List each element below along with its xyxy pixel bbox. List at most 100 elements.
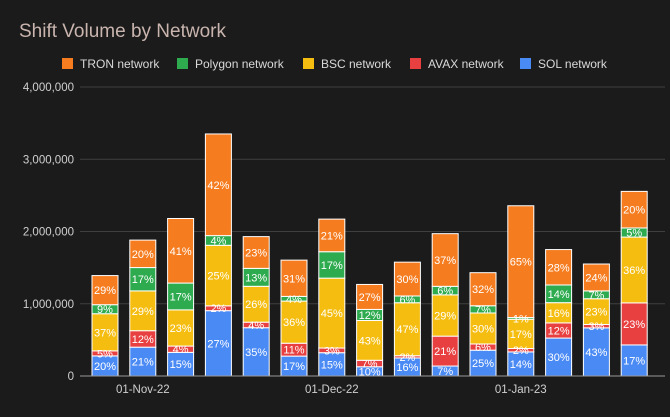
data-label-sol-network: 27% xyxy=(207,338,229,350)
data-label-polygon-network: 14% xyxy=(548,289,570,301)
bar-stack xyxy=(356,283,384,377)
data-label-polygon-network: 17% xyxy=(132,274,154,286)
data-label-bsc-network: 36% xyxy=(623,265,645,277)
data-label-bsc-network: 16% xyxy=(548,308,570,320)
bar-segment-tron-network xyxy=(242,236,270,269)
data-label-bsc-network: 26% xyxy=(245,299,267,311)
data-label-tron-network: 21% xyxy=(321,230,343,242)
data-label-polygon-network: 6% xyxy=(399,294,415,306)
bar-stack xyxy=(582,263,610,377)
data-label-tron-network: 30% xyxy=(396,274,418,286)
data-label-sol-network: 16% xyxy=(396,362,418,374)
bar-segment-tron-network xyxy=(91,275,119,306)
data-label-tron-network: 29% xyxy=(94,285,116,297)
bar-segment-tron-network xyxy=(167,217,195,284)
bar-segment-polygon-network xyxy=(318,251,346,279)
bar-segment-avax-network xyxy=(620,302,648,346)
x-tick-label: 01-Nov-22 xyxy=(116,384,170,396)
data-labels: 20%5%37%9%29%21%12%29%17%20%15%4%23%17%4… xyxy=(94,180,645,379)
bar-stack xyxy=(318,218,346,377)
bar-segment-tron-network xyxy=(204,133,232,237)
bar-segment-tron-network xyxy=(469,272,497,307)
data-label-avax-network: 12% xyxy=(548,325,570,337)
data-label-tron-network: 42% xyxy=(207,180,229,192)
legend: TRON network Polygon network BSC network AV… xyxy=(62,57,608,71)
data-label-tron-network: 27% xyxy=(359,292,381,304)
data-label-tron-network: 37% xyxy=(434,255,456,267)
data-label-avax-network: 2% xyxy=(210,303,226,315)
bar-stack xyxy=(204,133,232,377)
data-label-sol-network: 25% xyxy=(472,358,494,370)
data-label-avax-network: 7% xyxy=(362,359,378,371)
data-label-bsc-network: 17% xyxy=(510,329,532,341)
data-label-avax-network: 5% xyxy=(97,348,113,360)
y-tick-label: 0 xyxy=(68,371,74,383)
data-label-tron-network: 24% xyxy=(585,272,607,284)
bar-segment-tron-network xyxy=(582,263,610,292)
bars xyxy=(91,133,648,377)
data-label-tron-network: 65% xyxy=(510,257,532,269)
data-label-avax-network: 4% xyxy=(248,320,264,332)
legend-swatch-tron-network xyxy=(62,58,73,69)
bar-stack xyxy=(167,217,195,377)
y-tick-label: 4,000,000 xyxy=(23,82,74,94)
bar-segment-sol-network xyxy=(620,344,648,377)
data-label-avax-network: 2% xyxy=(513,345,529,357)
data-label-polygon-network: 7% xyxy=(588,290,604,302)
bar-stack xyxy=(242,236,270,377)
bar-stack xyxy=(507,205,535,377)
y-axis: 0 1,000,000 2,000,000 3,000,000 4,000,000 xyxy=(23,82,74,383)
data-label-bsc-network: 43% xyxy=(359,335,381,347)
legend-label-sol-network: SOL network xyxy=(538,57,608,71)
data-label-polygon-network: 6% xyxy=(437,286,453,298)
y-tick-label: 2,000,000 xyxy=(23,227,74,239)
data-label-avax-network: 3% xyxy=(324,345,340,357)
data-label-polygon-network: 12% xyxy=(359,310,381,322)
data-label-polygon-network: 13% xyxy=(245,272,267,284)
bar-segment-tron-network xyxy=(318,218,346,253)
data-label-tron-network: 28% xyxy=(548,262,570,274)
bar-stack xyxy=(620,190,648,377)
bar-stack xyxy=(393,261,421,377)
data-label-bsc-network: 23% xyxy=(585,307,607,319)
bar-stack xyxy=(129,239,157,377)
data-label-bsc-network: 45% xyxy=(321,308,343,320)
data-label-polygon-network: 9% xyxy=(97,304,113,316)
bar-segment-tron-network xyxy=(431,233,459,287)
data-label-avax-network: 23% xyxy=(623,319,645,331)
bar-segment-tron-network xyxy=(280,259,308,297)
data-label-avax-network: 12% xyxy=(132,334,154,346)
x-tick-label: 01-Dec-22 xyxy=(305,384,359,396)
legend-swatch-avax-network xyxy=(410,58,421,69)
data-label-tron-network: 31% xyxy=(283,273,305,285)
legend-label-tron-network: TRON network xyxy=(80,57,160,71)
data-label-sol-network: 30% xyxy=(548,352,570,364)
data-label-avax-network: 3% xyxy=(588,321,604,333)
data-label-avax-network: 21% xyxy=(434,346,456,358)
bar-stack xyxy=(280,259,308,377)
legend-swatch-sol-network xyxy=(520,58,531,69)
data-label-bsc-network: 29% xyxy=(132,306,154,318)
data-label-bsc-network: 30% xyxy=(472,323,494,335)
bar-segment-tron-network xyxy=(393,261,421,297)
data-label-polygon-network: 4% xyxy=(210,235,226,247)
bar-stack xyxy=(431,233,459,377)
data-label-sol-network: 15% xyxy=(321,359,343,371)
data-label-sol-network: 10% xyxy=(359,366,381,378)
data-label-bsc-network: 23% xyxy=(170,323,192,335)
bar-stack xyxy=(545,249,573,377)
data-label-sol-network: 17% xyxy=(623,355,645,367)
data-label-sol-network: 43% xyxy=(585,347,607,359)
bar-segment-bsc-network xyxy=(393,302,421,357)
data-label-sol-network: 20% xyxy=(94,361,116,373)
bar-segment-tron-network xyxy=(507,205,535,319)
bar-segment-avax-network xyxy=(431,335,459,367)
data-label-avax-network: 2% xyxy=(399,352,415,364)
bar-segment-bsc-network xyxy=(582,298,610,325)
data-label-bsc-network: 37% xyxy=(94,327,116,339)
data-label-sol-network: 35% xyxy=(245,347,267,359)
bar-segment-sol-network xyxy=(507,351,535,377)
x-tick-label: 01-Jan-23 xyxy=(495,384,547,396)
